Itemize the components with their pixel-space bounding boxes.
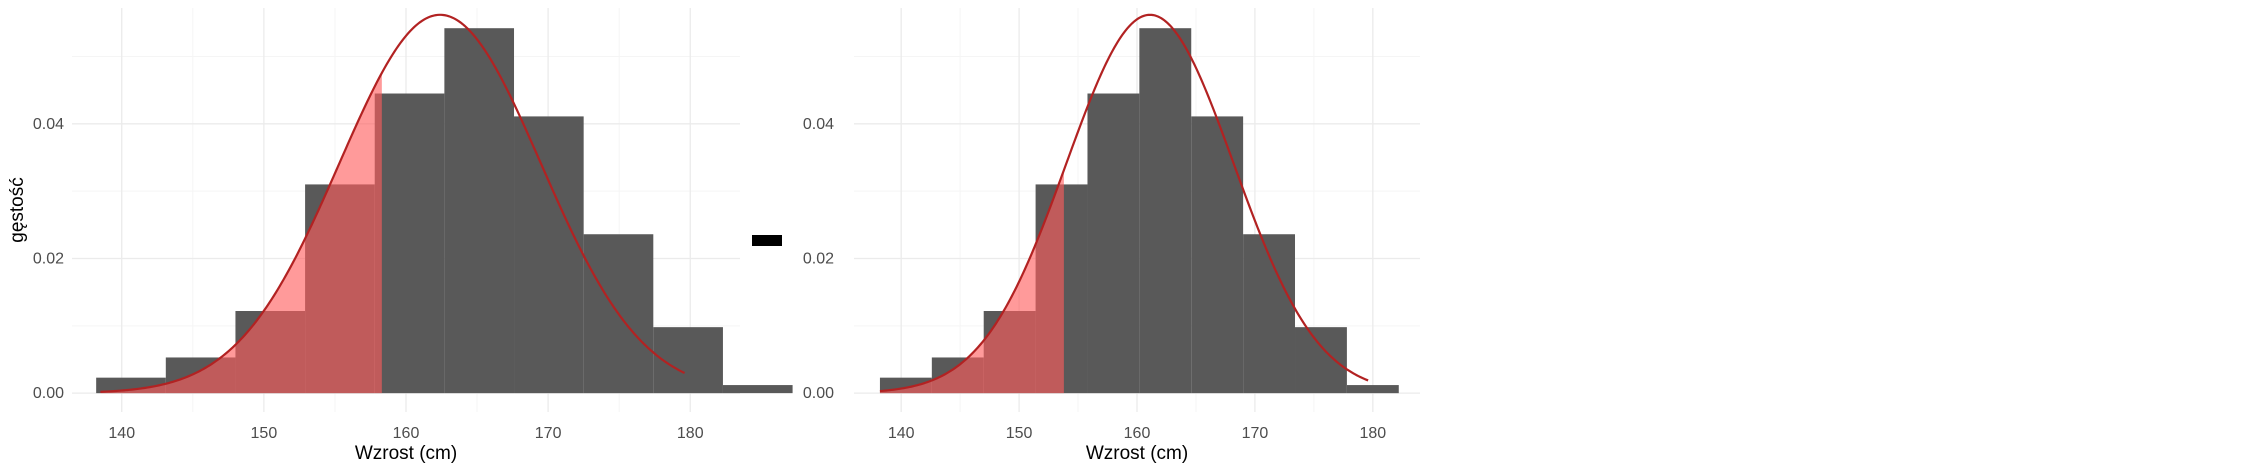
x-tick-label: 170 (1242, 425, 1269, 442)
histogram-bar (653, 327, 723, 394)
y-tick-label: 0.02 (33, 250, 64, 267)
density-curve (100, 13, 686, 393)
density-curve (879, 13, 1369, 393)
x-tick-label: 180 (1359, 425, 1386, 442)
histogram-bar (1295, 327, 1347, 394)
x-tick-label: 140 (888, 425, 915, 442)
histogram-bar (722, 385, 793, 394)
histogram-bar (444, 28, 515, 394)
x-axis-title: Wzrost (cm) (1086, 443, 1188, 464)
x-tick-label: 150 (1006, 425, 1033, 442)
x-tick-label: 180 (677, 425, 704, 442)
histogram-bar (374, 93, 445, 394)
histogram-bar (514, 116, 584, 394)
histogram-bar (1191, 116, 1244, 394)
minus-sign (752, 235, 782, 246)
histogram-bar (1243, 234, 1296, 394)
y-axis-title: gęstość (7, 177, 28, 242)
x-axis-title: Wzrost (cm) (355, 443, 457, 464)
x-tick-label: 160 (393, 425, 420, 442)
shaded-area (100, 72, 382, 394)
histogram-bar (1346, 385, 1399, 394)
x-tick-label: 170 (535, 425, 562, 442)
histogram-panel-right: 140 150 160 170 180 0.00 0.02 0.04 Wzrost (cm) (803, 8, 1420, 464)
y-tick-label: 0.00 (33, 385, 64, 402)
shaded-area (879, 170, 1064, 394)
y-tick-label: 0.00 (803, 385, 834, 402)
x-tick-label: 140 (108, 425, 135, 442)
histogram-bar (1087, 93, 1140, 394)
histogram-panel-left: 140 150 160 170 180 0.00 0.02 0.04 Wzrost (cm) gę… (7, 8, 793, 464)
y-tick-label: 0.04 (803, 116, 834, 133)
histogram-bar (1139, 28, 1192, 394)
x-tick-label: 150 (251, 425, 278, 442)
x-tick-label: 160 (1124, 425, 1151, 442)
y-tick-label: 0.04 (33, 116, 64, 133)
y-tick-label: 0.02 (803, 250, 834, 267)
